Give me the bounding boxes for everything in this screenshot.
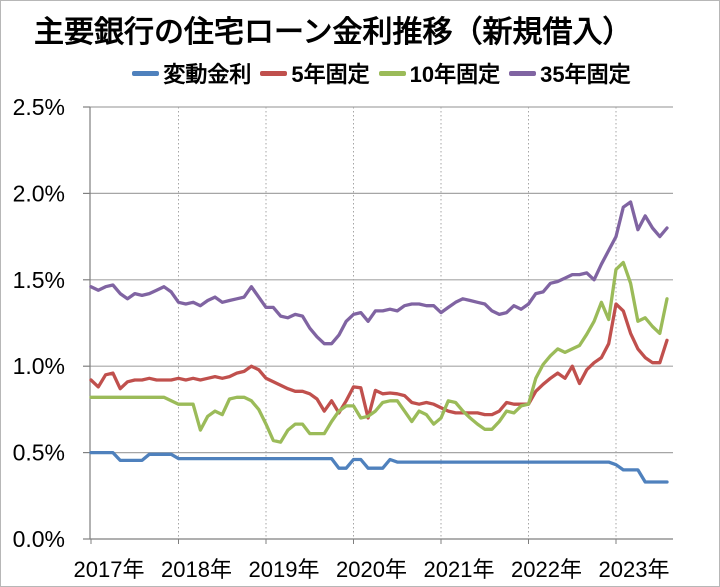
y-tick-label: 2.0% — [13, 180, 65, 206]
legend-swatch — [260, 70, 288, 76]
legend-item: 5年固定 — [260, 57, 370, 89]
legend-swatch — [509, 70, 537, 76]
series-line-10年固定 — [89, 260, 669, 444]
y-tick-label: 1.5% — [13, 267, 65, 293]
y-tick-label: 1.0% — [13, 353, 65, 379]
y-tick-label: 0.5% — [13, 440, 65, 466]
x-tick-label: 2018年 — [161, 557, 232, 582]
chart-legend: 変動金利 5年固定 10年固定 35年固定 — [89, 57, 674, 89]
legend-item: 変動金利 — [132, 57, 251, 89]
chart-title: 主要銀行の住宅ローン金利推移（新規借入） — [34, 16, 633, 49]
x-tick-label: 2022年 — [511, 557, 582, 582]
legend-item: 10年固定 — [378, 57, 501, 89]
x-tick-label: 2017年 — [74, 557, 145, 582]
x-tick-label: 2023年 — [599, 557, 670, 582]
y-tick-label: 0.0% — [13, 526, 65, 552]
legend-label: 35年固定 — [540, 62, 631, 87]
series-line-変動金利 — [89, 450, 669, 484]
legend-label: 10年固定 — [409, 62, 501, 87]
x-tick-label: 2019年 — [249, 557, 320, 582]
x-tick-label: 2021年 — [424, 557, 495, 582]
x-tick-label: 2020年 — [336, 557, 407, 582]
legend-swatch — [378, 70, 406, 76]
legend-label: 5年固定 — [291, 62, 370, 87]
legend-swatch — [132, 70, 160, 76]
legend-item: 35年固定 — [509, 57, 631, 89]
y-tick-label: 2.5% — [13, 94, 65, 120]
legend-label: 変動金利 — [163, 62, 252, 87]
series-line-35年固定 — [89, 200, 669, 346]
series-line-5年固定 — [89, 302, 669, 420]
